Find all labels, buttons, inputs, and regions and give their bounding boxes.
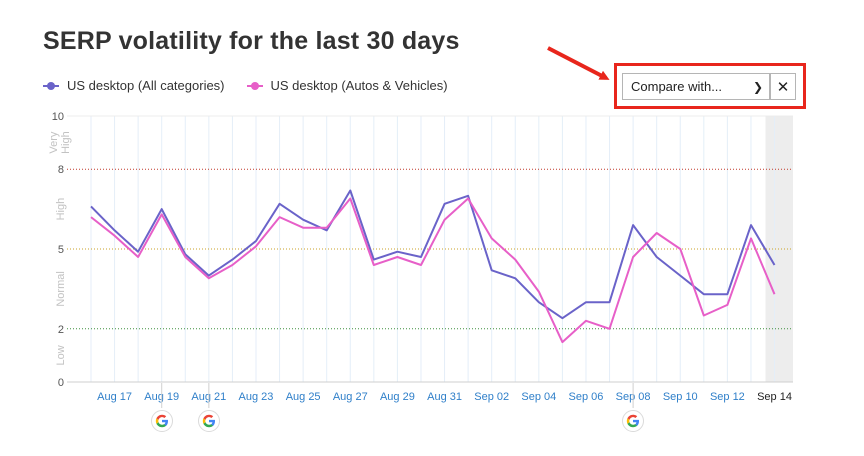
y-band-label: Low	[55, 345, 67, 365]
y-tick-label: 0	[58, 377, 64, 389]
legend-item-all-categories[interactable]: US desktop (All categories)	[43, 78, 225, 93]
y-band-label: VeryHigh	[48, 131, 72, 154]
series-line-autos-vehicles	[90, 197, 776, 344]
y-band-label: High	[55, 198, 67, 221]
x-tick-label: Sep 12	[710, 391, 745, 403]
y-tick-label: 5	[58, 244, 64, 256]
highlight-box	[614, 63, 806, 109]
compare-with-dropdown[interactable]: Compare with... ❯	[622, 73, 770, 100]
last-day-highlight	[765, 116, 793, 382]
compare-with-label: Compare with...	[631, 79, 723, 94]
y-tick-label: 2	[58, 324, 64, 336]
clear-compare-button[interactable]: ✕	[770, 73, 796, 100]
legend-label: US desktop (All categories)	[67, 78, 225, 93]
x-tick-label: Sep 10	[663, 391, 698, 403]
x-tick-label: Sep 04	[521, 391, 556, 403]
chevron-down-icon: ❯	[752, 80, 763, 94]
legend-marker-icon	[43, 81, 59, 91]
x-tick-label: Aug 29	[380, 391, 415, 403]
legend-item-autos-vehicles[interactable]: US desktop (Autos & Vehicles)	[246, 78, 448, 93]
series-line-all-categories	[90, 189, 776, 320]
x-tick-label: Aug 25	[286, 391, 321, 403]
x-tick-label: Aug 27	[333, 391, 368, 403]
x-tick-label: Aug 17	[97, 391, 132, 403]
y-tick-label: 10	[52, 111, 64, 123]
x-tick-label: Aug 23	[239, 391, 274, 403]
x-tick-label: Sep 14	[757, 391, 792, 403]
google-icon[interactable]	[622, 410, 645, 432]
x-tick-label: Sep 06	[569, 391, 604, 403]
google-icon[interactable]	[150, 410, 173, 432]
x-tick-label: Sep 02	[474, 391, 509, 403]
google-icon[interactable]	[197, 410, 220, 432]
x-tick-label: Aug 31	[427, 391, 462, 403]
annotation-arrow	[547, 46, 610, 80]
legend-label: US desktop (Autos & Vehicles)	[270, 78, 448, 93]
chart-legend: US desktop (All categories) US desktop (…	[43, 78, 448, 93]
y-tick-label: 8	[58, 164, 64, 176]
y-band-label: Normal	[55, 271, 67, 306]
page-title: SERP volatility for the last 30 days	[43, 27, 460, 55]
legend-marker-icon	[246, 81, 263, 91]
